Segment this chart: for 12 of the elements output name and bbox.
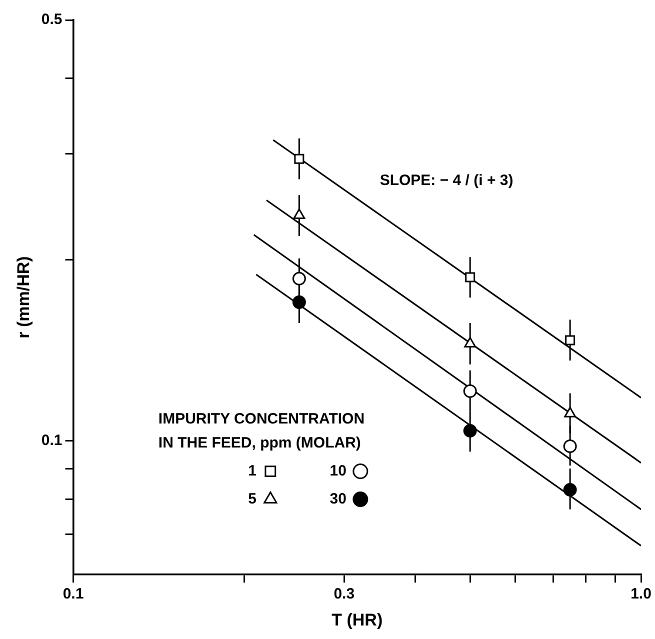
x-axis-title: T (HR): [332, 610, 383, 630]
x-tick-label: 1.0: [630, 586, 652, 603]
legend-label: 5: [248, 490, 256, 508]
legend-title: IMPURITY CONCENTRATION IN THE FEED, ppm (MOLAR): [158, 410, 365, 452]
annotation: SLOPE: − 4 / (i + 3): [380, 172, 514, 189]
y-axis-title: r (mm/HR): [14, 256, 33, 338]
legend-label: 30: [330, 490, 346, 508]
x-tick-label: 0.3: [334, 586, 355, 603]
y-tick-label: 0.5: [41, 11, 62, 28]
legend-label: 1: [248, 462, 256, 480]
legend-label: 10: [330, 462, 346, 480]
x-tick-label: 0.1: [62, 586, 84, 603]
